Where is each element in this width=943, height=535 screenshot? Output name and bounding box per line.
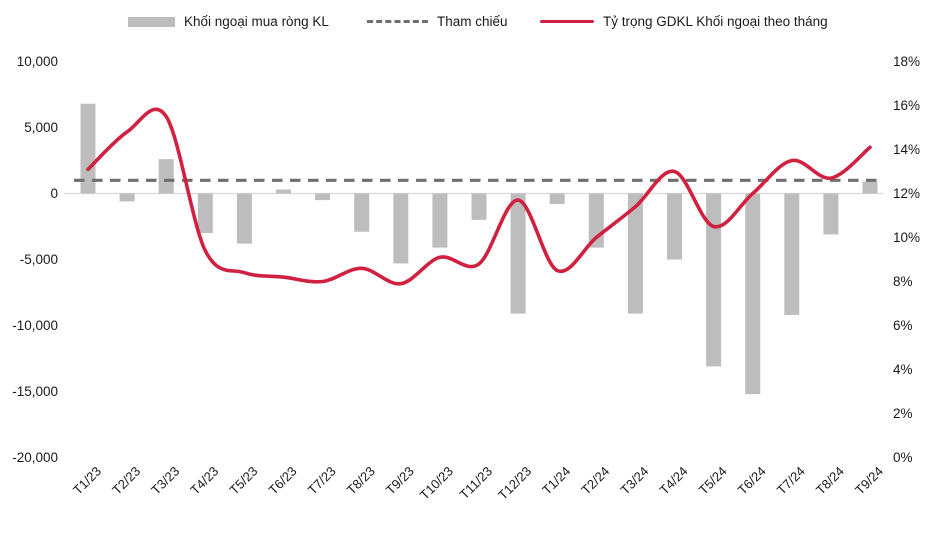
x-tick-label: T6/23 bbox=[266, 464, 300, 498]
legend-line-label: Tỷ trọng GDKL Khối ngoại theo tháng bbox=[603, 14, 828, 29]
x-tick-label: T1/23 bbox=[70, 464, 104, 498]
bar-T9/23 bbox=[393, 193, 409, 264]
legend-item-bars: Khối ngoại mua ròng KL bbox=[128, 14, 329, 29]
left-axis-tick: 5,000 bbox=[24, 120, 58, 135]
bar-T7/24 bbox=[784, 193, 800, 315]
x-tick-label: T9/24 bbox=[852, 464, 886, 498]
bar-T2/23 bbox=[119, 193, 135, 202]
bar-T6/24 bbox=[745, 193, 761, 395]
right-axis-tick: 0% bbox=[893, 450, 913, 465]
x-tick-label: T6/24 bbox=[735, 464, 769, 498]
dashed-line-swatch-icon bbox=[367, 20, 428, 23]
x-tick-label: T3/23 bbox=[148, 464, 182, 498]
x-tick-label: T7/24 bbox=[774, 464, 808, 498]
bar-T1/24 bbox=[549, 193, 565, 205]
legend-item-reference: Tham chiếu bbox=[367, 14, 508, 29]
right-axis-tick: 12% bbox=[893, 186, 920, 201]
left-axis-tick: -10,000 bbox=[12, 318, 58, 333]
right-axis-tick: 4% bbox=[893, 362, 913, 377]
x-tick-label: T3/24 bbox=[617, 464, 651, 498]
x-tick-label: T7/23 bbox=[305, 464, 339, 498]
left-axis-tick: -5,000 bbox=[20, 252, 58, 267]
bar-T5/24 bbox=[706, 193, 722, 367]
bar-T1/23 bbox=[80, 103, 96, 194]
bar-T11/23 bbox=[471, 193, 487, 220]
x-tick-label: T1/24 bbox=[539, 464, 573, 498]
x-tick-label: T4/23 bbox=[187, 464, 221, 498]
legend-reference-label: Tham chiếu bbox=[437, 14, 508, 29]
left-axis-tick: -20,000 bbox=[12, 450, 58, 465]
bar-T3/23 bbox=[158, 159, 174, 194]
bar-T4/23 bbox=[197, 193, 213, 234]
right-axis-tick: 10% bbox=[893, 230, 920, 245]
bar-T8/24 bbox=[823, 193, 839, 235]
ratio-line bbox=[86, 107, 872, 286]
left-axis-tick: -15,000 bbox=[12, 384, 58, 399]
right-axis-tick: 14% bbox=[893, 142, 920, 157]
bar-T4/24 bbox=[667, 193, 682, 260]
x-tick-label: T8/24 bbox=[813, 464, 847, 498]
bar-T5/23 bbox=[236, 193, 252, 244]
legend-bar-label: Khối ngoại mua ròng KL bbox=[184, 14, 329, 29]
bar-T9/24 bbox=[862, 181, 878, 194]
x-tick-label: T2/24 bbox=[578, 464, 612, 498]
right-axis-tick: 2% bbox=[893, 406, 913, 421]
legend-item-ratio-line: Tỷ trọng GDKL Khối ngoại theo tháng bbox=[540, 14, 828, 29]
x-tick-label: T5/23 bbox=[226, 464, 260, 498]
bar-swatch-icon bbox=[128, 16, 175, 27]
left-axis-tick: 10,000 bbox=[17, 54, 58, 69]
bar-T6/23 bbox=[276, 189, 291, 194]
right-axis-tick: 16% bbox=[893, 98, 920, 113]
x-tick-label: T12/23 bbox=[495, 464, 534, 503]
right-axis-tick: 6% bbox=[893, 318, 913, 333]
x-tick-label: T11/23 bbox=[457, 464, 496, 503]
bar-T10/23 bbox=[432, 193, 448, 248]
x-tick-label: T4/24 bbox=[657, 464, 691, 498]
bar-T7/23 bbox=[315, 193, 331, 201]
right-axis-tick: 8% bbox=[893, 274, 913, 289]
bar-T8/23 bbox=[354, 193, 370, 232]
left-axis-tick: 0 bbox=[50, 186, 58, 201]
red-line-swatch-icon bbox=[540, 19, 594, 24]
right-axis-tick: 18% bbox=[893, 54, 920, 69]
x-tick-label: T2/23 bbox=[109, 464, 143, 498]
x-tick-label: T5/24 bbox=[696, 464, 730, 498]
bar-T3/24 bbox=[627, 193, 643, 314]
x-tick-label: T9/23 bbox=[383, 464, 417, 498]
x-tick-label: T10/23 bbox=[417, 464, 456, 503]
x-tick-label: T8/23 bbox=[344, 464, 378, 498]
chart-legend: Khối ngoại mua ròng KL Tham chiếu Tỷ trọ… bbox=[0, 0, 943, 40]
bar-T12/23 bbox=[510, 193, 526, 314]
